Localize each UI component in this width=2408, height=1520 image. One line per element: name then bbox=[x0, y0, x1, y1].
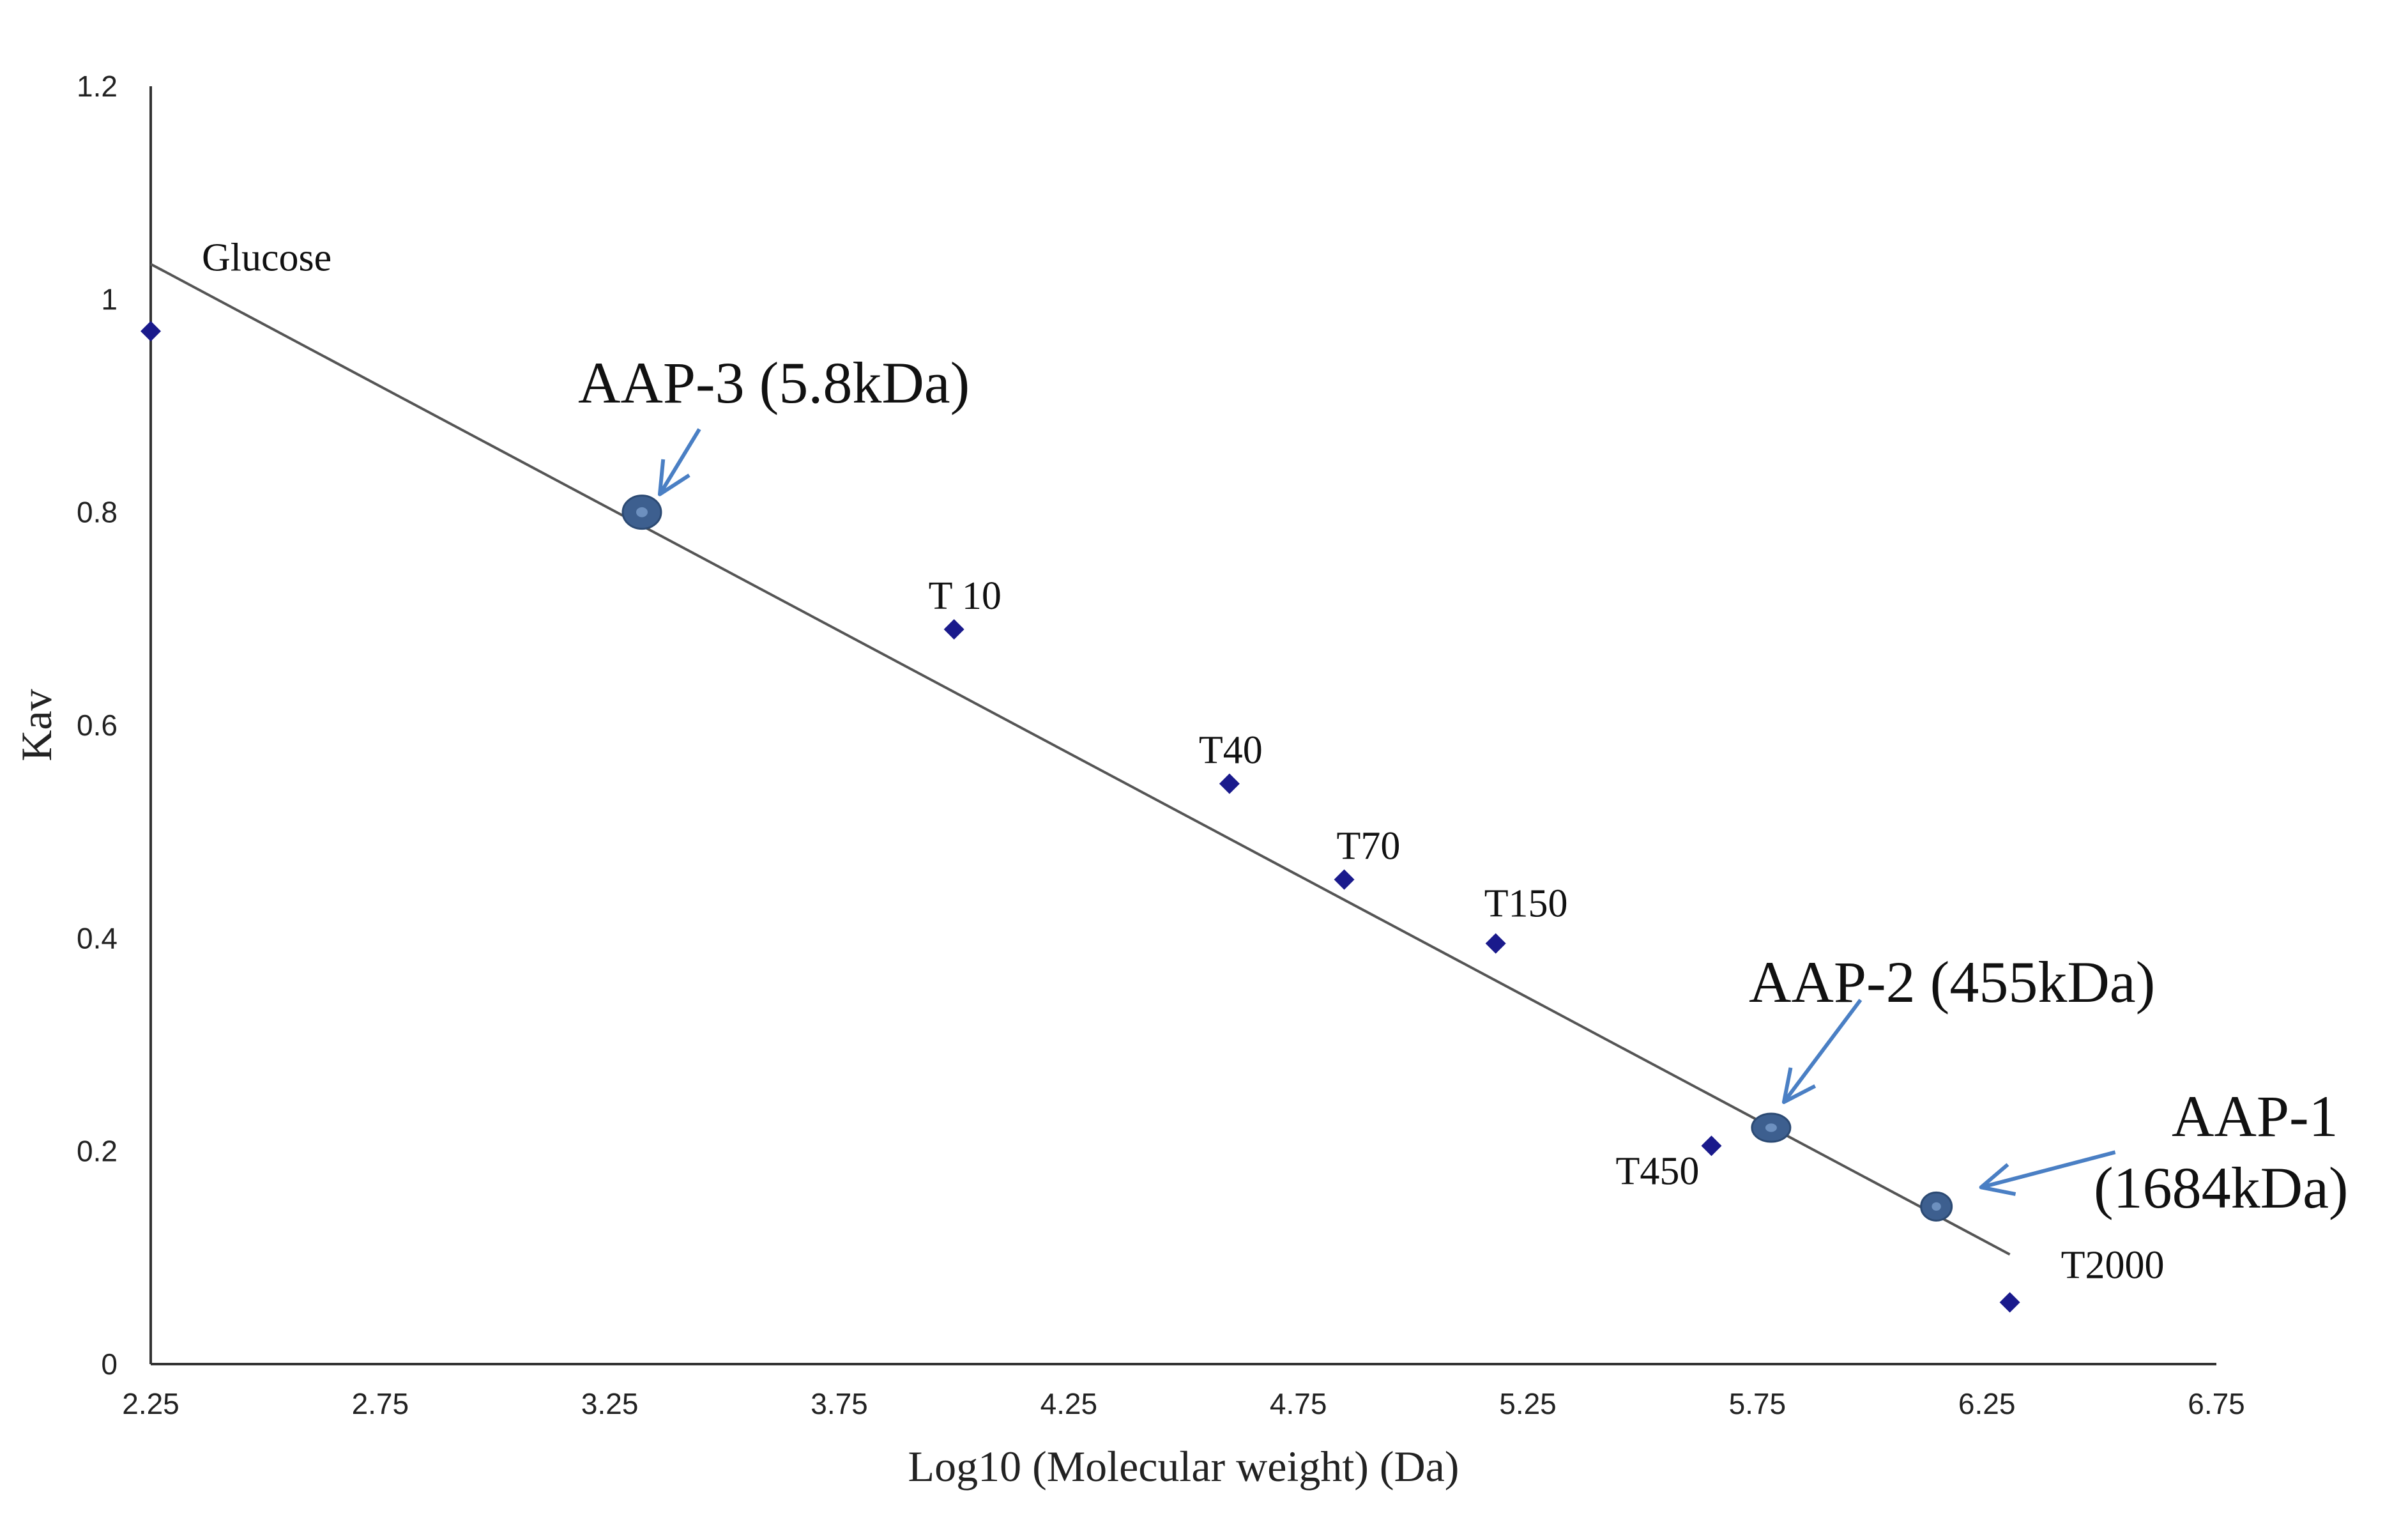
standard-point-marker bbox=[1701, 1135, 1722, 1156]
y-tick-label: 1 bbox=[101, 282, 118, 316]
plot-area bbox=[149, 86, 2216, 1365]
x-axis-title: Log10 (Molecular weight) (Da) bbox=[908, 1442, 1459, 1491]
x-tick-label: 3.75 bbox=[811, 1387, 868, 1420]
standard-point-label: T 10 bbox=[929, 574, 1002, 618]
x-tick-label: 6.75 bbox=[2188, 1387, 2245, 1420]
y-tick-label: 0.8 bbox=[77, 496, 118, 529]
point-labels: Glucose T 10 T40 T70 T150 T450 T2000 AAP-3 (5.8… bbox=[202, 236, 2349, 1287]
x-tick-label: 4.75 bbox=[1270, 1387, 1327, 1420]
standard-point-label: Glucose bbox=[202, 236, 331, 279]
annotation-arrows bbox=[657, 428, 2116, 1196]
sample-point-highlight bbox=[1765, 1123, 1777, 1132]
standard-point-marker bbox=[1334, 869, 1355, 890]
sample-points bbox=[621, 495, 1953, 1222]
y-tick-label: 0 bbox=[101, 1347, 118, 1381]
annotation-arrow-shaft bbox=[1782, 999, 1863, 1103]
y-tick-label: 0.6 bbox=[77, 709, 118, 742]
sample-label-aap1: AAP-1 bbox=[2172, 1084, 2338, 1149]
x-tick-label: 6.25 bbox=[1958, 1387, 2016, 1420]
y-tick-label: 1.2 bbox=[77, 70, 118, 103]
x-tick-labels: 2.25 2.75 3.25 3.75 4.25 4.75 5.25 5.75 6.25 6.75 bbox=[122, 1387, 2245, 1420]
annotation-arrow-shaft bbox=[658, 428, 701, 496]
sample-point-highlight bbox=[636, 507, 648, 518]
y-tick-label: 0.2 bbox=[77, 1135, 118, 1168]
standard-point-marker bbox=[943, 619, 964, 640]
standard-point-label: T70 bbox=[1337, 825, 1401, 868]
x-tick-label: 2.75 bbox=[352, 1387, 409, 1420]
sample-label-aap1-line2: (1684kDa) bbox=[2094, 1155, 2349, 1220]
y-tick-labels: 0 0.2 0.4 0.6 0.8 1 1.2 bbox=[77, 70, 118, 1381]
annotation-arrow-head bbox=[1781, 1067, 1817, 1104]
y-axis-title: Kav bbox=[12, 689, 61, 761]
x-tick-label: 5.75 bbox=[1729, 1387, 1787, 1420]
x-tick-label: 5.25 bbox=[1499, 1387, 1557, 1420]
standard-point-marker bbox=[1485, 933, 1506, 954]
annotation-arrow-head bbox=[1979, 1163, 2016, 1196]
sample-label-aap3: AAP-3 (5.8kDa) bbox=[578, 350, 970, 415]
standard-point-label: T40 bbox=[1199, 729, 1263, 772]
standard-point-label: T150 bbox=[1484, 882, 1568, 926]
y-tick-label: 0.4 bbox=[77, 921, 118, 955]
x-tick-label: 2.25 bbox=[122, 1387, 179, 1420]
annotation-arrow-head bbox=[657, 459, 690, 496]
standard-point-marker bbox=[141, 321, 161, 342]
standard-points bbox=[141, 321, 2020, 1313]
sample-point-highlight bbox=[1932, 1202, 1941, 1211]
standard-point-label: T2000 bbox=[2061, 1243, 2165, 1287]
x-tick-label: 3.25 bbox=[581, 1387, 639, 1420]
x-tick-label: 4.25 bbox=[1040, 1387, 1098, 1420]
annotation-arrow-shaft bbox=[1980, 1150, 2116, 1190]
standard-point-marker bbox=[1219, 773, 1240, 794]
standard-point-marker bbox=[1999, 1292, 2020, 1313]
standard-point-label: T450 bbox=[1615, 1149, 1699, 1193]
sample-label-aap2: AAP-2 (455kDa) bbox=[1749, 949, 2155, 1015]
regression-line bbox=[150, 263, 2011, 1256]
